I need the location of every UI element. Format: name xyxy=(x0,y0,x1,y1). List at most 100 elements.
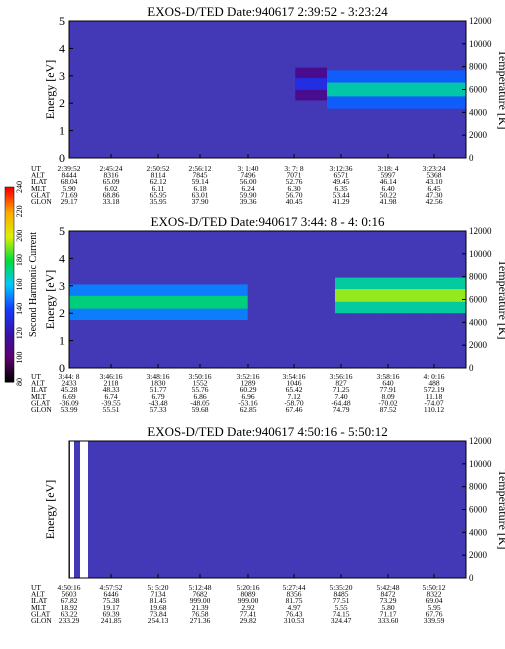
colorbar-segment xyxy=(5,355,14,359)
orbit-cell: 3: 7: 8 xyxy=(284,164,303,173)
panel-title: EXOS-D/TED Date:940617 2:39:52 - 3:23:24 xyxy=(147,4,388,19)
orbit-cell: 6446 xyxy=(104,590,119,599)
orbit-cell: 5:27:44 xyxy=(283,583,306,592)
orbit-cell: 333.60 xyxy=(378,616,399,625)
orbit-cell: 40.45 xyxy=(286,197,303,206)
band-core xyxy=(295,78,328,90)
colorbar-segment xyxy=(5,318,14,322)
orbit-cell: 999.00 xyxy=(190,596,211,605)
orbit-cell: 77.51 xyxy=(333,596,350,605)
orbit-cell: 999.00 xyxy=(238,596,259,605)
colorbar-segment xyxy=(5,247,14,251)
orbit-cell: 6.74 xyxy=(104,392,117,401)
orbit-cell: 33.18 xyxy=(103,197,120,206)
band-core xyxy=(69,295,248,309)
orbit-cell: 488 xyxy=(428,379,440,388)
orbit-cell: 3:44: 8 xyxy=(58,372,79,381)
y2-tick-label: 10000 xyxy=(469,249,492,259)
y-tick-label: 2 xyxy=(59,96,65,110)
colorbar-segment xyxy=(5,296,14,300)
orbit-row-label: GLON xyxy=(31,616,52,625)
colorbar-segment xyxy=(5,196,14,200)
orbit-cell: 3:54:16 xyxy=(283,372,306,381)
colorbar-tick-label: 200 xyxy=(15,230,24,242)
orbit-cell: 1046 xyxy=(287,379,302,388)
orbit-cell: -53.16 xyxy=(238,398,258,407)
colorbar-segment xyxy=(5,223,14,227)
colorbar-tick-label: 240 xyxy=(15,181,24,193)
orbit-cell: 6.69 xyxy=(62,392,75,401)
colorbar-segment xyxy=(5,240,14,244)
orbit-cell: 2118 xyxy=(104,379,119,388)
orbit-cell: 5.95 xyxy=(427,603,440,612)
orbit-cell: 5:35:20 xyxy=(330,583,353,592)
colorbar-segment xyxy=(5,235,14,239)
colorbar-segment xyxy=(5,284,14,288)
orbit-cell: 5:50:12 xyxy=(423,583,446,592)
orbit-cell: 59.14 xyxy=(192,177,209,186)
colorbar-segment xyxy=(5,328,14,332)
orbit-cell: 29.17 xyxy=(61,197,78,206)
orbit-cell: 7.12 xyxy=(287,392,300,401)
colorbar-tick-label: 80 xyxy=(15,378,24,386)
orbit-cell: 7134 xyxy=(151,590,166,599)
orbit-cell: 6.30 xyxy=(287,184,300,193)
orbit-row-label: ALT xyxy=(31,171,45,180)
colorbar-segment xyxy=(5,369,14,373)
orbit-cell: 67.82 xyxy=(61,596,78,605)
orbit-cell: 8114 xyxy=(151,171,166,180)
orbit-cell: 5997 xyxy=(381,171,396,180)
colorbar-segment xyxy=(5,308,14,312)
colorbar-segment xyxy=(5,286,14,290)
colorbar-tick-label: 100 xyxy=(15,352,24,364)
colorbar-segment xyxy=(5,233,14,237)
orbit-cell: 81.75 xyxy=(286,596,303,605)
orbit-cell: 6.24 xyxy=(241,184,254,193)
y2-axis-label: Temperature [K] xyxy=(496,469,505,549)
orbit-cell: 37.90 xyxy=(192,197,209,206)
orbit-row-label: ILAT xyxy=(31,177,48,186)
colorbar-segment xyxy=(5,313,14,317)
colorbar-segment xyxy=(5,350,14,354)
orbit-cell: 3:12:36 xyxy=(330,164,353,173)
colorbar-segment xyxy=(5,265,14,268)
orbit-row-label: GLAT xyxy=(31,609,51,618)
orbit-cell: 52.76 xyxy=(286,177,303,186)
colorbar-segment xyxy=(5,364,14,368)
orbit-cell: 110.12 xyxy=(424,405,445,414)
orbit-cell: 8322 xyxy=(427,590,442,599)
colorbar-segment xyxy=(5,306,14,310)
colorbar-segment xyxy=(5,304,14,307)
orbit-cell: 8089 xyxy=(241,590,256,599)
orbit-cell: 3: 1:40 xyxy=(237,164,258,173)
orbit-cell: 60.29 xyxy=(240,385,257,394)
orbit-row-label: ILAT xyxy=(31,385,48,394)
orbit-cell: 6.79 xyxy=(151,392,164,401)
orbit-cell: 5.80 xyxy=(381,603,394,612)
orbit-cell: 42.56 xyxy=(426,197,443,206)
colorbar-segment xyxy=(5,343,14,346)
orbit-cell: 6.86 xyxy=(193,392,206,401)
colorbar-segment xyxy=(5,289,14,293)
orbit-cell: 62.85 xyxy=(240,405,257,414)
orbit-cell: 59.90 xyxy=(240,190,257,199)
orbit-cell: -39.55 xyxy=(101,398,121,407)
orbit-cell: 41.29 xyxy=(333,197,350,206)
orbit-cell: 6.40 xyxy=(381,184,394,193)
orbit-cell: 254.13 xyxy=(148,616,169,625)
orbit-cell: 63.01 xyxy=(192,190,209,199)
orbit-cell: 67.46 xyxy=(286,405,303,414)
orbit-cell: 74.79 xyxy=(333,405,350,414)
plot-background xyxy=(69,441,466,578)
orbit-cell: 74.15 xyxy=(333,609,350,618)
colorbar-segment xyxy=(5,291,14,295)
orbit-cell: 8444 xyxy=(62,171,77,180)
orbit-cell: 5368 xyxy=(427,171,442,180)
colorbar-segment xyxy=(5,211,14,215)
colorbar-segment xyxy=(5,226,14,229)
orbit-cell: -48.05 xyxy=(190,398,210,407)
orbit-cell: 57.33 xyxy=(150,405,167,414)
colorbar-segment xyxy=(5,282,14,285)
y-tick-label: 5 xyxy=(59,224,65,238)
